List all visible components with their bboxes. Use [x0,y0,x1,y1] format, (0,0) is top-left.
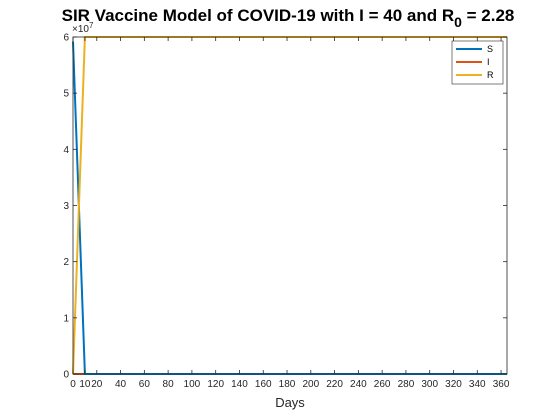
x-axis-ticks: 0 10 20 40 60 80 100 120 140 160 180 200 220 240 260 28… [70,37,510,390]
x-tick-label: 40 [115,379,127,390]
x-tick-label: 20 [91,379,103,390]
x-tick-label: 340 [469,379,486,390]
chart-title-tail: = 2.28 [462,6,514,25]
x-tick-label: 140 [231,379,248,390]
y-tick-label: 3 [63,201,69,212]
y-tick-label: 0 [63,370,69,381]
x-tick-label: 300 [421,379,438,390]
x-tick-label: 120 [207,379,224,390]
y-exponent-base: ×10 [72,24,89,35]
x-tick-label: 100 [184,379,201,390]
chart-title-subscript: 0 [454,14,462,30]
y-tick-label: 6 [63,33,69,44]
x-tick-label: 180 [279,379,296,390]
x-tick-label: 320 [445,379,462,390]
x-tick-label: 60 [139,379,151,390]
plot-area [73,37,507,374]
x-tick-label: 0 [70,379,76,390]
chart-title-main: SIR Vaccine Model of COVID-19 with I = 4… [62,6,455,25]
x-tick-label: 240 [350,379,367,390]
x-tick-label: 160 [255,379,272,390]
x-tick-label: 280 [398,379,415,390]
y-exponent-label: ×107 [72,21,94,35]
x-tick-label: 360 [493,379,510,390]
x-tick-label: 80 [163,379,175,390]
legend: SIR [451,40,504,85]
y-tick-label: 1 [63,313,69,324]
x-tick-label: 10 [79,379,91,390]
legend-label-s: S [487,44,493,54]
x-tick-label: 220 [326,379,343,390]
x-tick-label: 200 [302,379,319,390]
y-exponent-power: 7 [89,21,94,30]
y-tick-label: 2 [63,257,69,268]
y-tick-label: 4 [63,145,69,156]
y-tick-label: 5 [63,89,69,100]
y-axis-ticks: 0 1 2 3 4 5 6 [63,33,507,381]
x-axis-label: Days [275,395,305,410]
chart-title: SIR Vaccine Model of COVID-19 with I = 4… [62,6,515,30]
legend-label-r: R [487,70,494,80]
x-tick-label: 260 [374,379,391,390]
legend-label-i: I [487,57,490,67]
